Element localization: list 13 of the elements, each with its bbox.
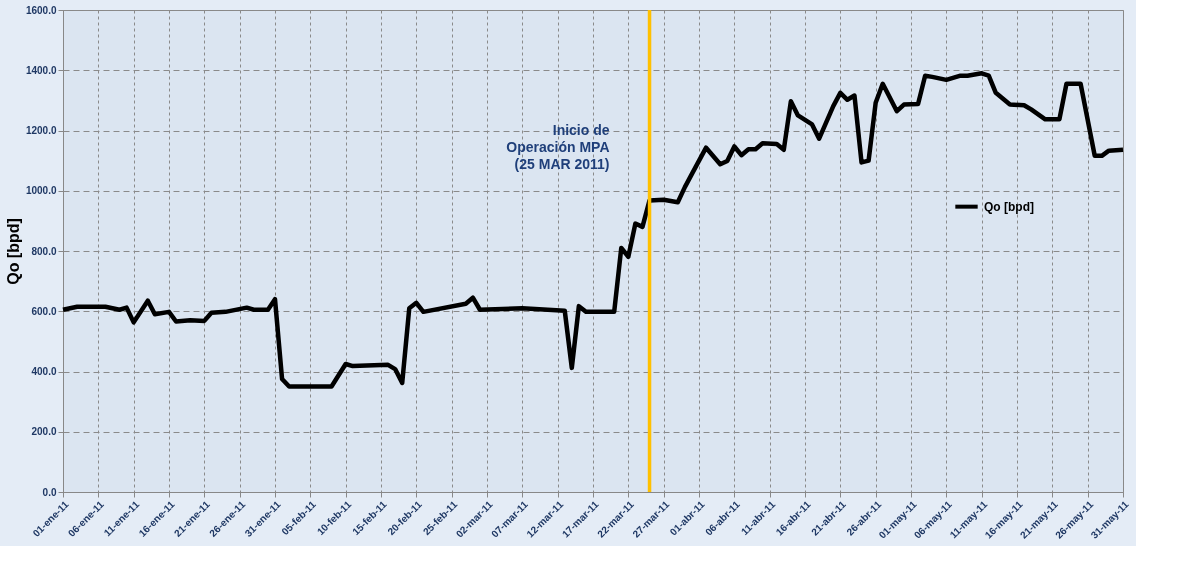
y-tick-label: 1000.0 — [25, 185, 57, 197]
annotation: Inicio de Operación MPA (25 MAR 2011) — [506, 121, 610, 172]
y-tick-label: 400.0 — [31, 366, 57, 377]
y-tick-label: 200.0 — [31, 426, 57, 438]
y-tick-label: 1600.0 — [25, 4, 57, 16]
y-tick-label: 600.0 — [31, 305, 57, 317]
y-axis-title: Qo [bpd] — [4, 218, 22, 285]
y-tick-label: 1200.0 — [25, 125, 57, 136]
y-tick-label: 0.0 — [42, 486, 57, 498]
y-tick-label: 1400.0 — [25, 64, 57, 76]
line-series — [60, 71, 1126, 389]
legend-label: Qo [bpd] — [984, 199, 1034, 214]
y-tick-label: 800.0 — [31, 245, 57, 257]
